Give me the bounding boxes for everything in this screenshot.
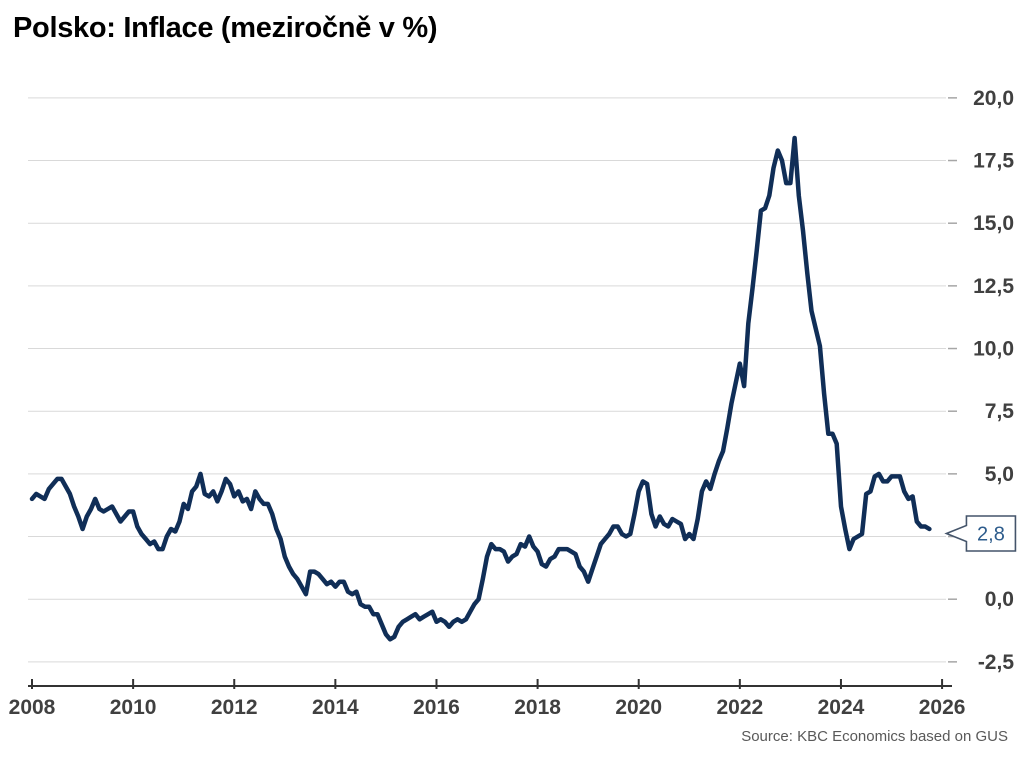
last-value-callout [944,515,1017,552]
x-tick-label: 2008 [9,696,56,719]
x-tick-label: 2026 [919,696,966,719]
chart-title: Polsko: Inflace (meziročně v %) [13,12,438,44]
y-tick-label: 7,5 [985,400,1015,423]
y-tick-label: 17,5 [973,150,1014,173]
y-tick-label: 12,5 [973,275,1014,298]
y-tick-label: 15,0 [973,212,1014,235]
y-tick-label: 10,0 [973,338,1014,361]
last-value-label: 2,8 [977,524,1005,546]
x-tick-label: 2022 [716,696,763,719]
source-note: Source: KBC Economics based on GUS [741,728,1008,745]
y-tick-label: 20,0 [973,87,1014,110]
x-tick-label: 2016 [413,696,460,719]
x-tick-label: 2014 [312,696,359,719]
y-tick-label: 5,0 [985,463,1014,486]
inflation-line [29,135,932,642]
y-tick-label: 0,0 [985,588,1014,611]
x-tick-label: 2020 [615,696,662,719]
x-tick-label: 2024 [818,696,865,719]
x-tick-label: 2018 [514,696,561,719]
y-tick-label: -2,5 [978,651,1015,674]
x-tick-label: 2010 [110,696,157,719]
x-tick-label: 2012 [211,696,258,719]
